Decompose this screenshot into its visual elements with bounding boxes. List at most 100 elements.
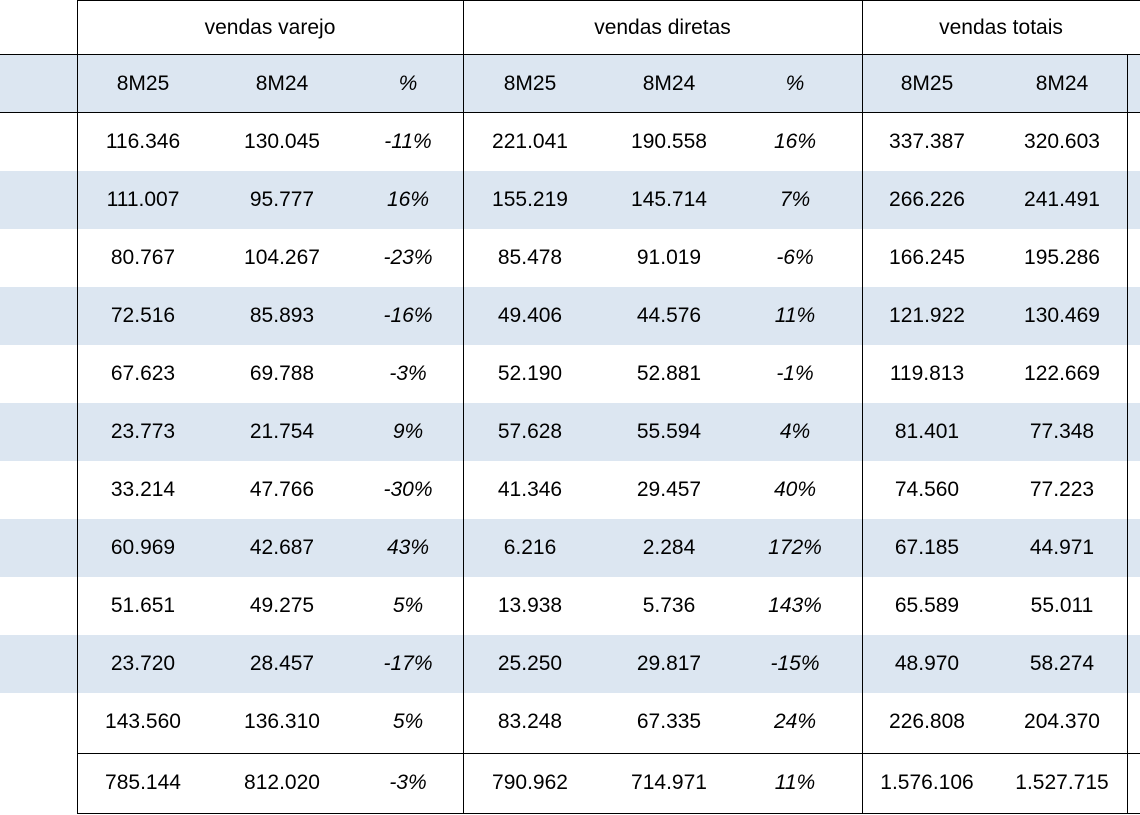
- column-header: 8M25: [900, 72, 954, 95]
- table-cell: -17%: [383, 652, 433, 675]
- table-cell: 69.788: [249, 362, 315, 385]
- bottom-rule: [77, 813, 1140, 814]
- table-cell: 40%: [773, 478, 817, 501]
- table-cell: 33.214: [110, 478, 176, 501]
- table-cell: 16%: [773, 130, 817, 153]
- group-header: vendas totais: [939, 15, 1063, 39]
- column-header: 8M25: [116, 72, 170, 95]
- table-cell: 55.594: [636, 420, 702, 443]
- table-cell: 13.938: [497, 594, 563, 617]
- table-cell: 121.922: [889, 304, 965, 327]
- table-cell: 67.185: [894, 536, 960, 559]
- group-divider: [463, 0, 464, 814]
- table-cell: 74.560: [894, 478, 960, 501]
- table-cell: -15%: [770, 652, 820, 675]
- table-cell: 77.223: [1029, 478, 1095, 501]
- table-cell: 67.623: [110, 362, 176, 385]
- table-cell: -6%: [776, 246, 814, 269]
- table-cell: 190.558: [631, 130, 707, 153]
- table-cell: 226.808: [889, 710, 965, 733]
- table-cell: 80.767: [110, 246, 176, 269]
- table-cell: 104.267: [244, 246, 320, 269]
- table-cell: 111.007: [106, 188, 180, 211]
- row-band: [0, 403, 1140, 461]
- table-cell: 29.817: [636, 652, 702, 675]
- table-cell: 51.651: [110, 594, 176, 617]
- table-cell: -16%: [383, 304, 433, 327]
- table-cell: 85.893: [249, 304, 315, 327]
- total-cell: 785.144: [105, 771, 181, 794]
- table-cell: -11%: [384, 130, 432, 153]
- left-rule: [77, 0, 78, 814]
- table-cell: 95.777: [249, 188, 315, 211]
- table-cell: 7%: [779, 188, 811, 211]
- table-cell: 48.970: [894, 652, 960, 675]
- table-cell: 9%: [392, 420, 424, 443]
- table-cell: 4%: [779, 420, 811, 443]
- subheader-band: [0, 55, 1140, 113]
- total-cell: 1.527.715: [1015, 771, 1109, 794]
- table-cell: 72.516: [110, 304, 176, 327]
- table-cell: 49.275: [249, 594, 315, 617]
- table-cell: 83.248: [497, 710, 563, 733]
- table-cell: 60.969: [110, 536, 176, 559]
- table-cell: 116.346: [105, 130, 181, 153]
- table-cell: 5%: [392, 594, 424, 617]
- top-rule: [77, 0, 1140, 1]
- table-cell: 24%: [773, 710, 817, 733]
- row-band: [0, 171, 1140, 229]
- table-cell: 130.045: [244, 130, 320, 153]
- subheader-rule: [0, 112, 1140, 113]
- table-cell: 52.190: [497, 362, 563, 385]
- table-cell: 44.971: [1029, 536, 1095, 559]
- table-cell: 143%: [768, 594, 822, 617]
- table-cell: 23.773: [110, 420, 176, 443]
- row-band: [0, 635, 1140, 693]
- table-cell: 337.387: [889, 130, 965, 153]
- total-cell: 11%: [774, 771, 816, 794]
- table-cell: 5%: [392, 710, 424, 733]
- table-cell: 28.457: [249, 652, 315, 675]
- row-band: [0, 287, 1140, 345]
- table-cell: 44.576: [636, 304, 702, 327]
- total-cell: 714.971: [631, 771, 707, 794]
- table-cell: 172%: [768, 536, 822, 559]
- table-cell: 16%: [386, 188, 430, 211]
- table-cell: 58.274: [1029, 652, 1095, 675]
- column-header: 8M24: [642, 72, 696, 95]
- total-rule: [77, 753, 1140, 754]
- table-cell: 55.011: [1030, 594, 1094, 617]
- table-cell: 49.406: [497, 304, 563, 327]
- table-cell: 29.457: [636, 478, 702, 501]
- table-cell: 11%: [774, 304, 816, 327]
- column-header: 8M25: [503, 72, 557, 95]
- table-cell: 5.736: [642, 594, 696, 617]
- table-cell: 241.491: [1024, 188, 1100, 211]
- table-cell: 320.603: [1024, 130, 1100, 153]
- group-header: vendas diretas: [594, 15, 731, 39]
- table-cell: 166.245: [889, 246, 965, 269]
- column-header: 8M24: [1035, 72, 1089, 95]
- group-divider: [862, 0, 863, 814]
- total-cell: 812.020: [244, 771, 320, 794]
- table-cell: 77.348: [1029, 420, 1095, 443]
- table-cell: 23.720: [110, 652, 176, 675]
- table-cell: 52.881: [636, 362, 702, 385]
- table-cell: 145.714: [631, 188, 707, 211]
- table-cell: 266.226: [889, 188, 965, 211]
- group-header: vendas varejo: [204, 15, 336, 39]
- table-cell: 21.754: [249, 420, 315, 443]
- table-cell: 91.019: [636, 246, 702, 269]
- table-cell: 47.766: [249, 478, 315, 501]
- table-cell: 67.335: [636, 710, 702, 733]
- table-cell: 65.589: [894, 594, 960, 617]
- table-cell: 85.478: [497, 246, 563, 269]
- table-cell: 6.216: [503, 536, 557, 559]
- table-cell: 2.284: [642, 536, 696, 559]
- table-cell: 57.628: [497, 420, 563, 443]
- table-cell: -1%: [776, 362, 814, 385]
- header-rule: [0, 54, 1140, 55]
- table-cell: 221.041: [492, 130, 568, 153]
- table-cell: 155.219: [492, 188, 568, 211]
- column-header: %: [785, 72, 805, 95]
